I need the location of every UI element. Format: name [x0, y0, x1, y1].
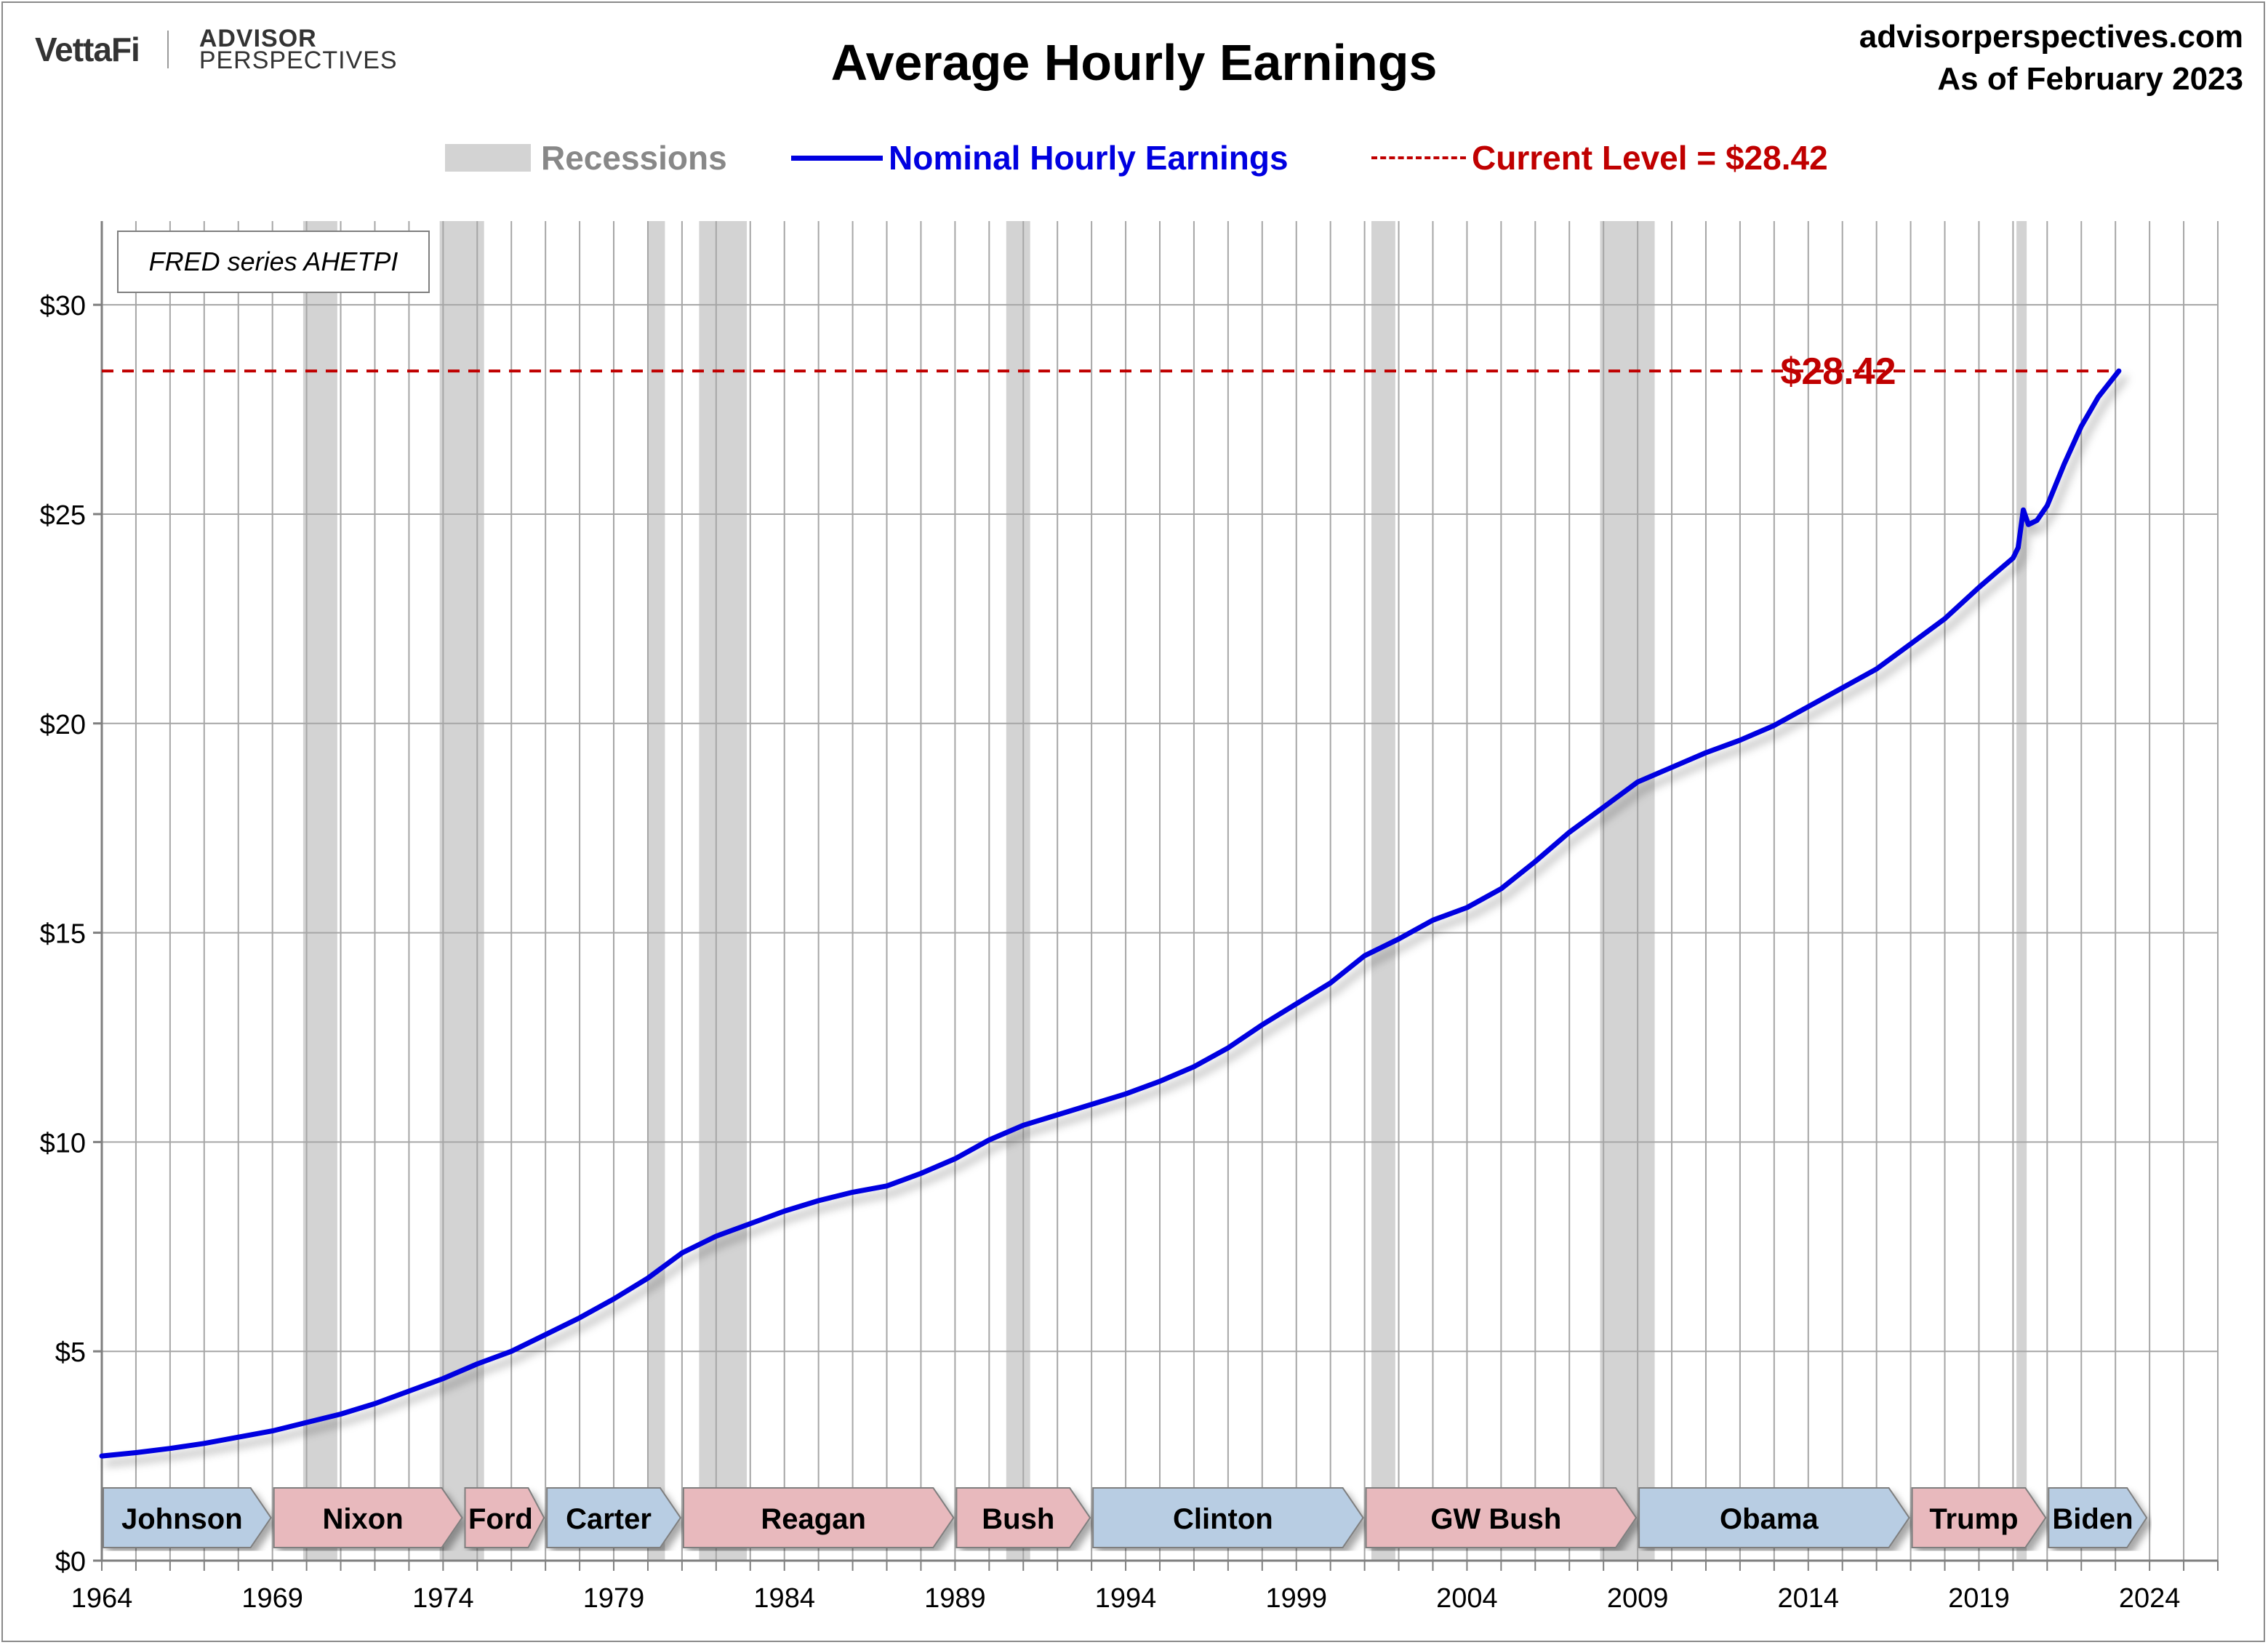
president-label-gw-bush: GW Bush [1430, 1503, 1561, 1535]
y-tick-label-3: $15 [40, 919, 86, 950]
current-level-swatch [1371, 156, 1466, 159]
president-label-ford: Ford [468, 1503, 533, 1535]
president-box-gw-bush [1365, 1487, 1638, 1548]
recession-bands [302, 221, 2027, 1561]
vettafi-logo: VettaFi [35, 31, 140, 68]
logo-line-2: PERSPECTIVES [199, 47, 398, 74]
x-tick-label-1999: 1999 [1265, 1583, 1327, 1614]
president-box-clinton [1092, 1487, 1364, 1548]
y-tick-label-1: $5 [55, 1337, 86, 1368]
president-box-bush [955, 1487, 1091, 1548]
y-tick-label-6: $30 [40, 291, 86, 321]
recession-band-5 [1371, 221, 1395, 1561]
president-box-carter [546, 1487, 682, 1548]
grid-lines [101, 221, 2219, 1561]
logo-line-1: ADVISOR [199, 25, 317, 52]
legend-current-level-label: Current Level = $28.42 [1472, 139, 1828, 177]
x-tick-label-2014: 2014 [1778, 1583, 1840, 1614]
x-tick-label-1984: 1984 [753, 1583, 815, 1614]
president-box-obama [1638, 1487, 1910, 1548]
legend-series-label: Nominal Hourly Earnings [889, 139, 1289, 177]
y-tick-label-4: $20 [40, 710, 86, 740]
chart-title: Average Hourly Earnings [830, 34, 1438, 91]
president-label-obama: Obama [1720, 1503, 1819, 1535]
x-tick-label-1989: 1989 [924, 1583, 986, 1614]
president-label-carter: Carter [566, 1503, 652, 1535]
current-level-line: $28.42 [102, 351, 2119, 393]
legend-recessions: Recessions [445, 132, 727, 183]
y-tick-label-5: $25 [40, 500, 86, 531]
series-line-0 [99, 368, 2122, 1459]
president-box-reagan [682, 1487, 955, 1548]
x-tick-label-1979: 1979 [583, 1583, 645, 1614]
recession-band-7 [2016, 221, 2027, 1561]
x-tick-label-2019: 2019 [1948, 1583, 2010, 1614]
as-of-date: As of February 2023 [1937, 61, 2243, 97]
y-tick-label-2: $10 [40, 1128, 86, 1158]
president-box-biden [2048, 1487, 2148, 1548]
recession-band-3 [699, 221, 748, 1561]
x-tick-label-2004: 2004 [1436, 1583, 1498, 1614]
axes: $0 $5 $10 $15 $20 $25 $30 1964 1969 1974 1979 1984 1… [40, 221, 2219, 1614]
president-label-clinton: Clinton [1173, 1503, 1273, 1535]
x-tick-label-1969: 1969 [241, 1583, 303, 1614]
president-label-reagan: Reagan [761, 1503, 866, 1535]
x-tick-label-1964: 1964 [71, 1583, 133, 1614]
source-note: FRED series AHETPI [117, 231, 430, 293]
x-tick-label-2024: 2024 [2119, 1583, 2181, 1614]
advisor-perspectives-logo: ADVISOR PERSPECTIVES [199, 25, 398, 74]
site-url: advisorperspectives.com [1859, 19, 2243, 55]
series-line [99, 368, 2122, 1459]
x-tick-label-1994: 1994 [1095, 1583, 1157, 1614]
recession-band-6 [1600, 221, 1655, 1561]
recession-swatch [445, 144, 531, 172]
president-label-johnson: Johnson [121, 1503, 243, 1535]
recession-band-2 [647, 221, 665, 1561]
president-box-nixon [273, 1487, 463, 1548]
president-boxes: Johnson Nixon Ford Carter Reagan Bush Clinton G… [103, 1487, 2148, 1548]
president-box-johnson [103, 1487, 272, 1548]
legend: Recessions Nominal Hourly Earnings Curre… [0, 132, 2268, 183]
series-swatch [791, 155, 883, 161]
legend-recessions-label: Recessions [541, 139, 727, 177]
source-note-text: FRED series AHETPI [149, 247, 398, 276]
legend-current-level: Current Level = $28.42 [1371, 132, 1828, 183]
y-tick-label-0: $0 [55, 1547, 86, 1577]
president-box-ford [464, 1487, 545, 1548]
recession-band-4 [1006, 221, 1030, 1561]
president-label-trump: Trump [1929, 1503, 2018, 1535]
president-box-trump [1911, 1487, 2047, 1548]
site-info: advisorperspectives.com As of February 2… [1859, 16, 2243, 100]
recession-band-0 [302, 221, 337, 1561]
logo-divider [167, 31, 169, 68]
president-label-biden: Biden [2052, 1503, 2133, 1535]
president-label-bush: Bush [982, 1503, 1054, 1535]
source-note-box [117, 231, 430, 293]
x-tick-label-2009: 2009 [1607, 1583, 1669, 1614]
current-level-label: $28.42 [1780, 351, 1896, 393]
x-tick-label-1974: 1974 [412, 1583, 474, 1614]
brand-logo: VettaFi ADVISOR PERSPECTIVES [35, 25, 398, 74]
president-label-nixon: Nixon [323, 1503, 404, 1535]
legend-series: Nominal Hourly Earnings [791, 132, 1289, 183]
